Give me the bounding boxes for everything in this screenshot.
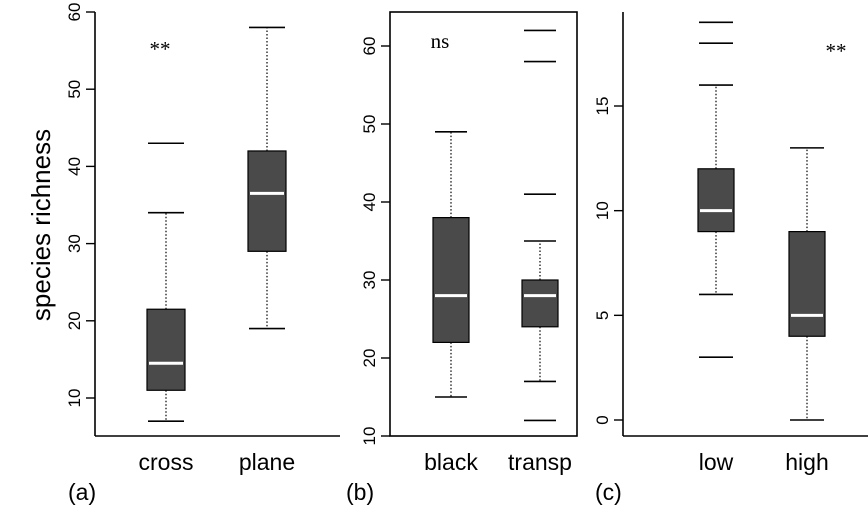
- plot-frame: [389, 11, 578, 437]
- y-tick-label: 5: [593, 311, 612, 320]
- y-tick-label: 0: [593, 415, 612, 424]
- y-tick-label: 60: [65, 3, 84, 22]
- panel-label: (b): [346, 479, 374, 505]
- significance-annotation: **: [150, 37, 171, 61]
- box-iqr: [432, 217, 470, 344]
- y-tick-label: 60: [360, 37, 379, 56]
- box-iqr: [521, 279, 559, 328]
- y-tick-label: 20: [360, 349, 379, 368]
- y-tick-label: 40: [65, 157, 84, 176]
- panel-1: 10 20 30 40 50 60 cross plane ** (a): [65, 3, 340, 505]
- box-iqr: [146, 308, 186, 391]
- box-iqr: [788, 231, 826, 337]
- significance-annotation: **: [826, 39, 847, 63]
- box-low: [697, 21, 735, 359]
- x-category-label: black: [424, 449, 478, 475]
- y-tick-label: 50: [65, 80, 84, 99]
- x-category-label: low: [699, 449, 734, 475]
- box-plane: [247, 26, 287, 330]
- x-category-label: high: [785, 449, 828, 475]
- panel-label: (c): [595, 479, 622, 505]
- box-high: [788, 147, 826, 421]
- y-axis-label: species richness: [26, 129, 56, 321]
- x-category-label: plane: [239, 449, 295, 475]
- panel-3: 0 5 10 15 low high ** (c): [593, 12, 868, 505]
- x-category-label: cross: [139, 449, 194, 475]
- panel-label: (a): [68, 479, 96, 505]
- y-tick-label: 20: [65, 311, 84, 330]
- y-tick-label: 10: [593, 201, 612, 220]
- box-black: [432, 131, 470, 398]
- y-tick-label: 30: [360, 271, 379, 290]
- box-cross: [146, 142, 186, 422]
- y-tick-label: 10: [65, 389, 84, 408]
- x-category-label: transp: [508, 449, 572, 475]
- y-tick-label: 50: [360, 115, 379, 134]
- box-iqr: [247, 150, 287, 252]
- box-transp: [521, 29, 559, 422]
- box-iqr: [697, 168, 735, 233]
- y-tick-label: 10: [360, 427, 379, 446]
- significance-annotation: ns: [431, 29, 450, 53]
- y-tick-label: 15: [593, 97, 612, 116]
- y-tick-label: 40: [360, 193, 379, 212]
- y-tick-label: 30: [65, 234, 84, 253]
- panel-2: 10 20 30 40 50 60 black transp ns (b): [346, 11, 578, 505]
